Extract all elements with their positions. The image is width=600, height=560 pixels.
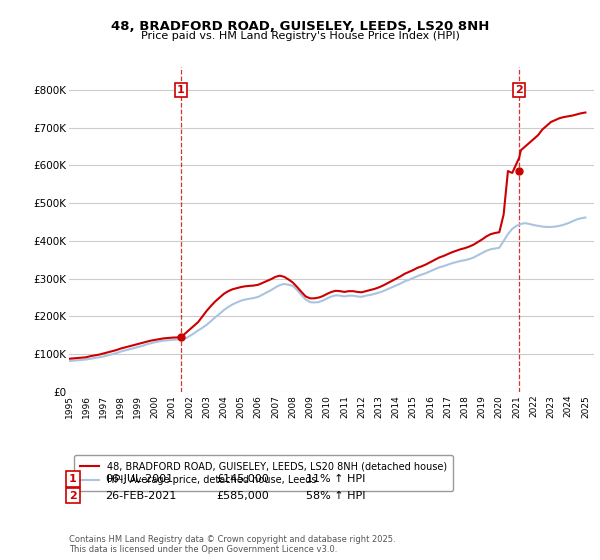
Text: 2: 2 xyxy=(515,85,523,95)
Text: 2: 2 xyxy=(69,491,77,501)
Legend: 48, BRADFORD ROAD, GUISELEY, LEEDS, LS20 8NH (detached house), HPI: Average pric: 48, BRADFORD ROAD, GUISELEY, LEEDS, LS20… xyxy=(74,455,453,491)
Text: £585,000: £585,000 xyxy=(216,491,269,501)
Text: 11% ↑ HPI: 11% ↑ HPI xyxy=(306,474,365,484)
Text: Price paid vs. HM Land Registry's House Price Index (HPI): Price paid vs. HM Land Registry's House … xyxy=(140,31,460,41)
Text: 1: 1 xyxy=(177,85,185,95)
Text: 58% ↑ HPI: 58% ↑ HPI xyxy=(306,491,365,501)
Text: 48, BRADFORD ROAD, GUISELEY, LEEDS, LS20 8NH: 48, BRADFORD ROAD, GUISELEY, LEEDS, LS20… xyxy=(111,20,489,32)
Text: 26-FEB-2021: 26-FEB-2021 xyxy=(105,491,176,501)
Text: Contains HM Land Registry data © Crown copyright and database right 2025.
This d: Contains HM Land Registry data © Crown c… xyxy=(69,535,395,554)
Text: £145,000: £145,000 xyxy=(216,474,269,484)
Text: 06-JUL-2001: 06-JUL-2001 xyxy=(105,474,173,484)
Text: 1: 1 xyxy=(69,474,77,484)
